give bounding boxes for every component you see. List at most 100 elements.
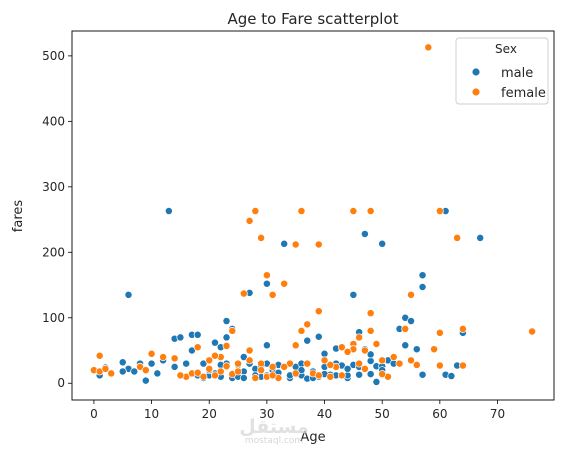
data-point-female — [216, 367, 225, 376]
data-point-female — [366, 309, 375, 318]
data-point-female — [372, 340, 381, 348]
data-point-female — [193, 343, 202, 352]
data-point-female — [458, 324, 467, 333]
y-tick-label: 500 — [42, 49, 65, 63]
data-point-male — [418, 370, 427, 379]
data-point-male — [372, 377, 381, 386]
legend-box — [455, 37, 549, 105]
legend: Sex male female — [455, 37, 549, 105]
data-point-female — [251, 207, 260, 215]
legend-title: Sex — [495, 42, 517, 56]
data-point-male — [366, 370, 375, 379]
data-point-male — [118, 367, 127, 376]
data-point-female — [435, 207, 444, 215]
data-point-male — [176, 333, 185, 342]
data-point-female — [360, 364, 369, 373]
data-point-female — [257, 366, 266, 375]
x-tick-label: 0 — [90, 407, 98, 421]
data-point-female — [297, 326, 306, 335]
data-point-female — [107, 369, 116, 378]
data-point-female — [366, 207, 375, 215]
data-point-female — [430, 345, 439, 354]
x-axis-label: Age — [300, 430, 325, 445]
data-point-male — [280, 239, 289, 248]
data-point-male — [147, 359, 156, 368]
data-point-male — [366, 357, 375, 365]
y-tick-label: 100 — [42, 311, 65, 325]
data-point-female — [268, 362, 277, 371]
y-axis-label: fares — [11, 200, 26, 233]
x-tick-label: 50 — [375, 407, 390, 421]
data-point-male — [366, 350, 375, 359]
x-tick-label: 60 — [432, 407, 447, 421]
watermark-logo-text: مستقل — [239, 416, 309, 438]
data-point-female — [257, 359, 266, 368]
watermark: مستقل mostaql.com — [239, 416, 309, 446]
data-point-female — [378, 356, 387, 365]
data-point-female — [297, 207, 306, 215]
data-point-female — [245, 346, 254, 355]
data-point-male — [124, 290, 133, 299]
data-point-female — [234, 367, 242, 376]
data-point-male — [141, 376, 150, 385]
data-point-male — [239, 374, 248, 382]
data-point-female — [101, 364, 110, 373]
data-point-male — [355, 370, 364, 379]
data-point-female — [314, 240, 323, 249]
chart-title: Age to Fare scatterplot — [227, 10, 398, 28]
data-point-female — [303, 359, 312, 368]
data-point-female — [360, 346, 369, 355]
data-point-female — [407, 356, 415, 365]
data-point-male — [476, 233, 485, 242]
data-point-female — [320, 356, 329, 365]
y-tick-label: 400 — [42, 114, 65, 128]
data-point-female — [170, 354, 179, 363]
legend-marker-female — [471, 87, 481, 97]
data-point-female — [458, 361, 467, 370]
data-point-female — [245, 356, 254, 365]
data-point-female — [159, 353, 168, 362]
data-point-male — [349, 290, 358, 299]
x-tick-label: 10 — [144, 407, 159, 421]
data-point-female — [407, 290, 415, 299]
data-point-female — [234, 359, 242, 368]
data-point-female — [343, 347, 352, 356]
data-point-female — [239, 289, 248, 298]
data-point-male — [378, 239, 387, 248]
data-point-female — [95, 351, 104, 360]
data-point-female — [251, 374, 260, 382]
data-point-male — [412, 345, 421, 354]
data-point-female — [222, 341, 231, 350]
data-point-female — [141, 366, 150, 375]
data-point-female — [268, 371, 277, 380]
data-point-male — [262, 341, 271, 350]
data-point-male — [153, 369, 162, 378]
data-point-female — [147, 349, 156, 358]
data-point-female — [378, 370, 387, 379]
x-tick-label: 40 — [317, 407, 332, 421]
watermark-url-text: mostaql.com — [245, 436, 303, 446]
x-tick-label: 20 — [202, 407, 217, 421]
data-point-female — [453, 233, 462, 242]
data-point-female — [528, 327, 537, 336]
data-point-male — [320, 349, 329, 358]
data-point-male — [118, 358, 127, 367]
data-point-female — [291, 240, 300, 249]
data-point-male — [182, 359, 191, 368]
data-point-male — [193, 330, 202, 339]
data-point-female — [211, 351, 219, 360]
data-point-male — [343, 364, 352, 373]
data-point-male — [130, 367, 139, 376]
ticks-layer: 0 10 20 30 40 50 60 70 0 100 200 300 400 500 — [42, 49, 505, 421]
y-tick-label: 300 — [42, 180, 65, 194]
data-point-female — [262, 271, 271, 280]
data-point-male — [401, 341, 410, 350]
data-point-female — [211, 371, 219, 380]
data-point-female — [366, 326, 375, 335]
data-point-female — [205, 356, 214, 365]
data-point-female — [303, 320, 312, 329]
data-point-female — [424, 43, 433, 52]
data-point-male — [418, 271, 427, 280]
data-point-female — [326, 360, 335, 369]
